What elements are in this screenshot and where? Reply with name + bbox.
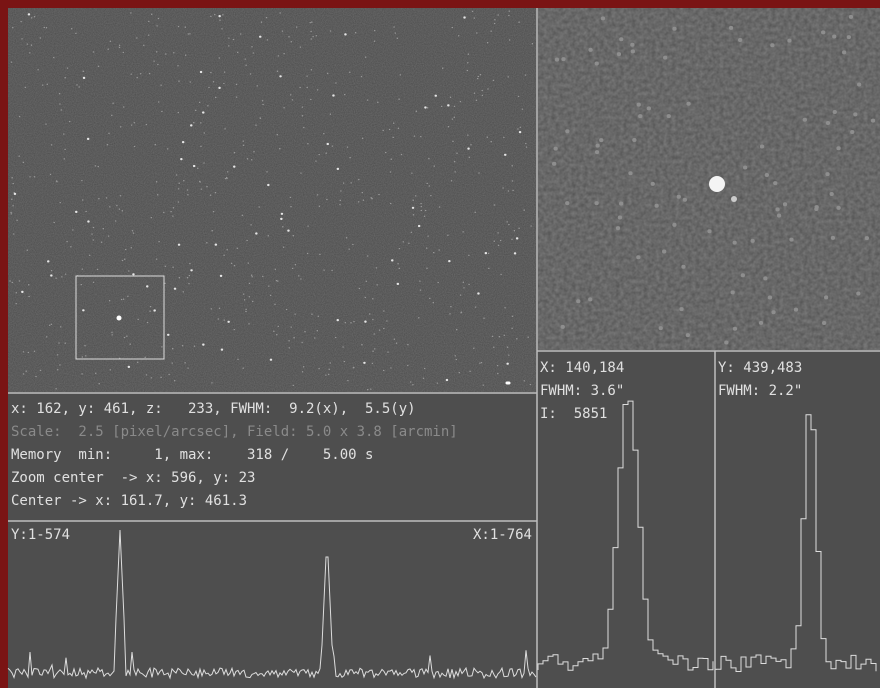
- info-line: Memory min: 1, max: 318 / 5.00 s: [11, 447, 373, 463]
- profile-label: Y:1-574: [11, 527, 70, 543]
- astro-viewer: x: 162, y: 461, z: 233, FWHM: 9.2(x), 5.…: [0, 0, 880, 688]
- profile-label: X:1-764: [473, 527, 532, 543]
- main-image-grain: [8, 8, 536, 392]
- info-line: Zoom center -> x: 596, y: 23: [11, 470, 255, 486]
- x-profile-line: I: 5851: [540, 406, 607, 422]
- zoom-star: [731, 196, 737, 202]
- info-line: Scale: 2.5 [pixel/arcsec], Field: 5.0 x …: [11, 424, 458, 440]
- y-profile-line: Y: 439,483: [718, 360, 802, 376]
- y-profile-line: FWHM: 2.2": [718, 383, 802, 399]
- x-profile-line: X: 140,184: [540, 360, 624, 376]
- target-star: [117, 316, 122, 321]
- x-profile-line: FWHM: 3.6": [540, 383, 624, 399]
- info-line: Center -> x: 161.7, y: 461.3: [11, 493, 247, 509]
- zoom-target-star: [709, 176, 725, 192]
- info-line: x: 162, y: 461, z: 233, FWHM: 9.2(x), 5.…: [11, 401, 416, 417]
